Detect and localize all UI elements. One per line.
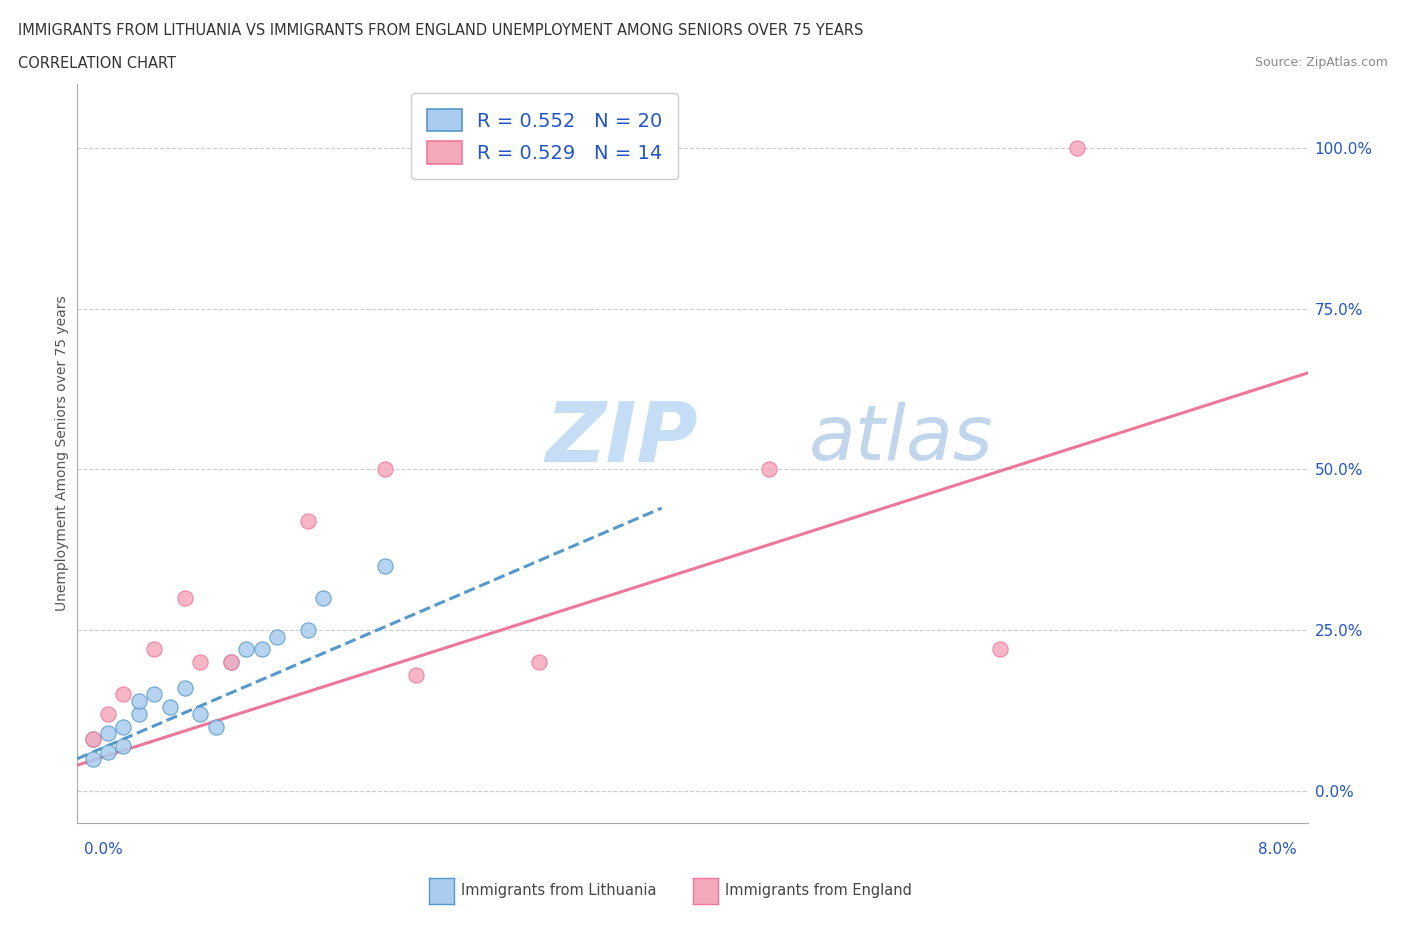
Y-axis label: Unemployment Among Seniors over 75 years: Unemployment Among Seniors over 75 years <box>55 296 69 611</box>
Point <box>82 732 104 747</box>
Text: atlas: atlas <box>810 402 994 475</box>
Point <box>297 623 319 638</box>
Point <box>174 591 197 605</box>
Point <box>190 655 212 670</box>
Point <box>405 668 427 683</box>
Text: Immigrants from England: Immigrants from England <box>725 883 912 897</box>
Point <box>82 732 104 747</box>
Text: Source: ZipAtlas.com: Source: ZipAtlas.com <box>1254 56 1388 69</box>
Point <box>988 642 1011 657</box>
Point <box>112 738 135 753</box>
Text: ZIP: ZIP <box>546 398 697 479</box>
Legend: R = 0.552   N = 20, R = 0.529   N = 14: R = 0.552 N = 20, R = 0.529 N = 14 <box>412 93 678 179</box>
Text: 8.0%: 8.0% <box>1257 842 1296 857</box>
Point <box>174 681 197 696</box>
Point <box>112 719 135 734</box>
Point <box>374 558 396 573</box>
Point <box>97 745 120 760</box>
Point <box>235 642 257 657</box>
Point <box>527 655 550 670</box>
Point <box>1066 140 1088 155</box>
Point <box>82 751 104 766</box>
Text: IMMIGRANTS FROM LITHUANIA VS IMMIGRANTS FROM ENGLAND UNEMPLOYMENT AMONG SENIORS : IMMIGRANTS FROM LITHUANIA VS IMMIGRANTS … <box>18 23 863 38</box>
Point <box>204 719 226 734</box>
Point <box>297 513 319 528</box>
Point <box>128 694 150 709</box>
Point <box>143 642 166 657</box>
Text: Immigrants from Lithuania: Immigrants from Lithuania <box>461 883 657 897</box>
Point <box>250 642 273 657</box>
Point <box>219 655 242 670</box>
Point <box>112 687 135 702</box>
Point <box>159 700 181 715</box>
Text: 0.0%: 0.0% <box>84 842 124 857</box>
Point <box>190 706 212 721</box>
Point <box>266 630 288 644</box>
Point <box>97 725 120 740</box>
Point <box>758 462 780 477</box>
Point <box>374 462 396 477</box>
Point <box>143 687 166 702</box>
Point <box>219 655 242 670</box>
Point <box>97 706 120 721</box>
Point <box>128 706 150 721</box>
Point <box>312 591 335 605</box>
Text: CORRELATION CHART: CORRELATION CHART <box>18 56 176 71</box>
